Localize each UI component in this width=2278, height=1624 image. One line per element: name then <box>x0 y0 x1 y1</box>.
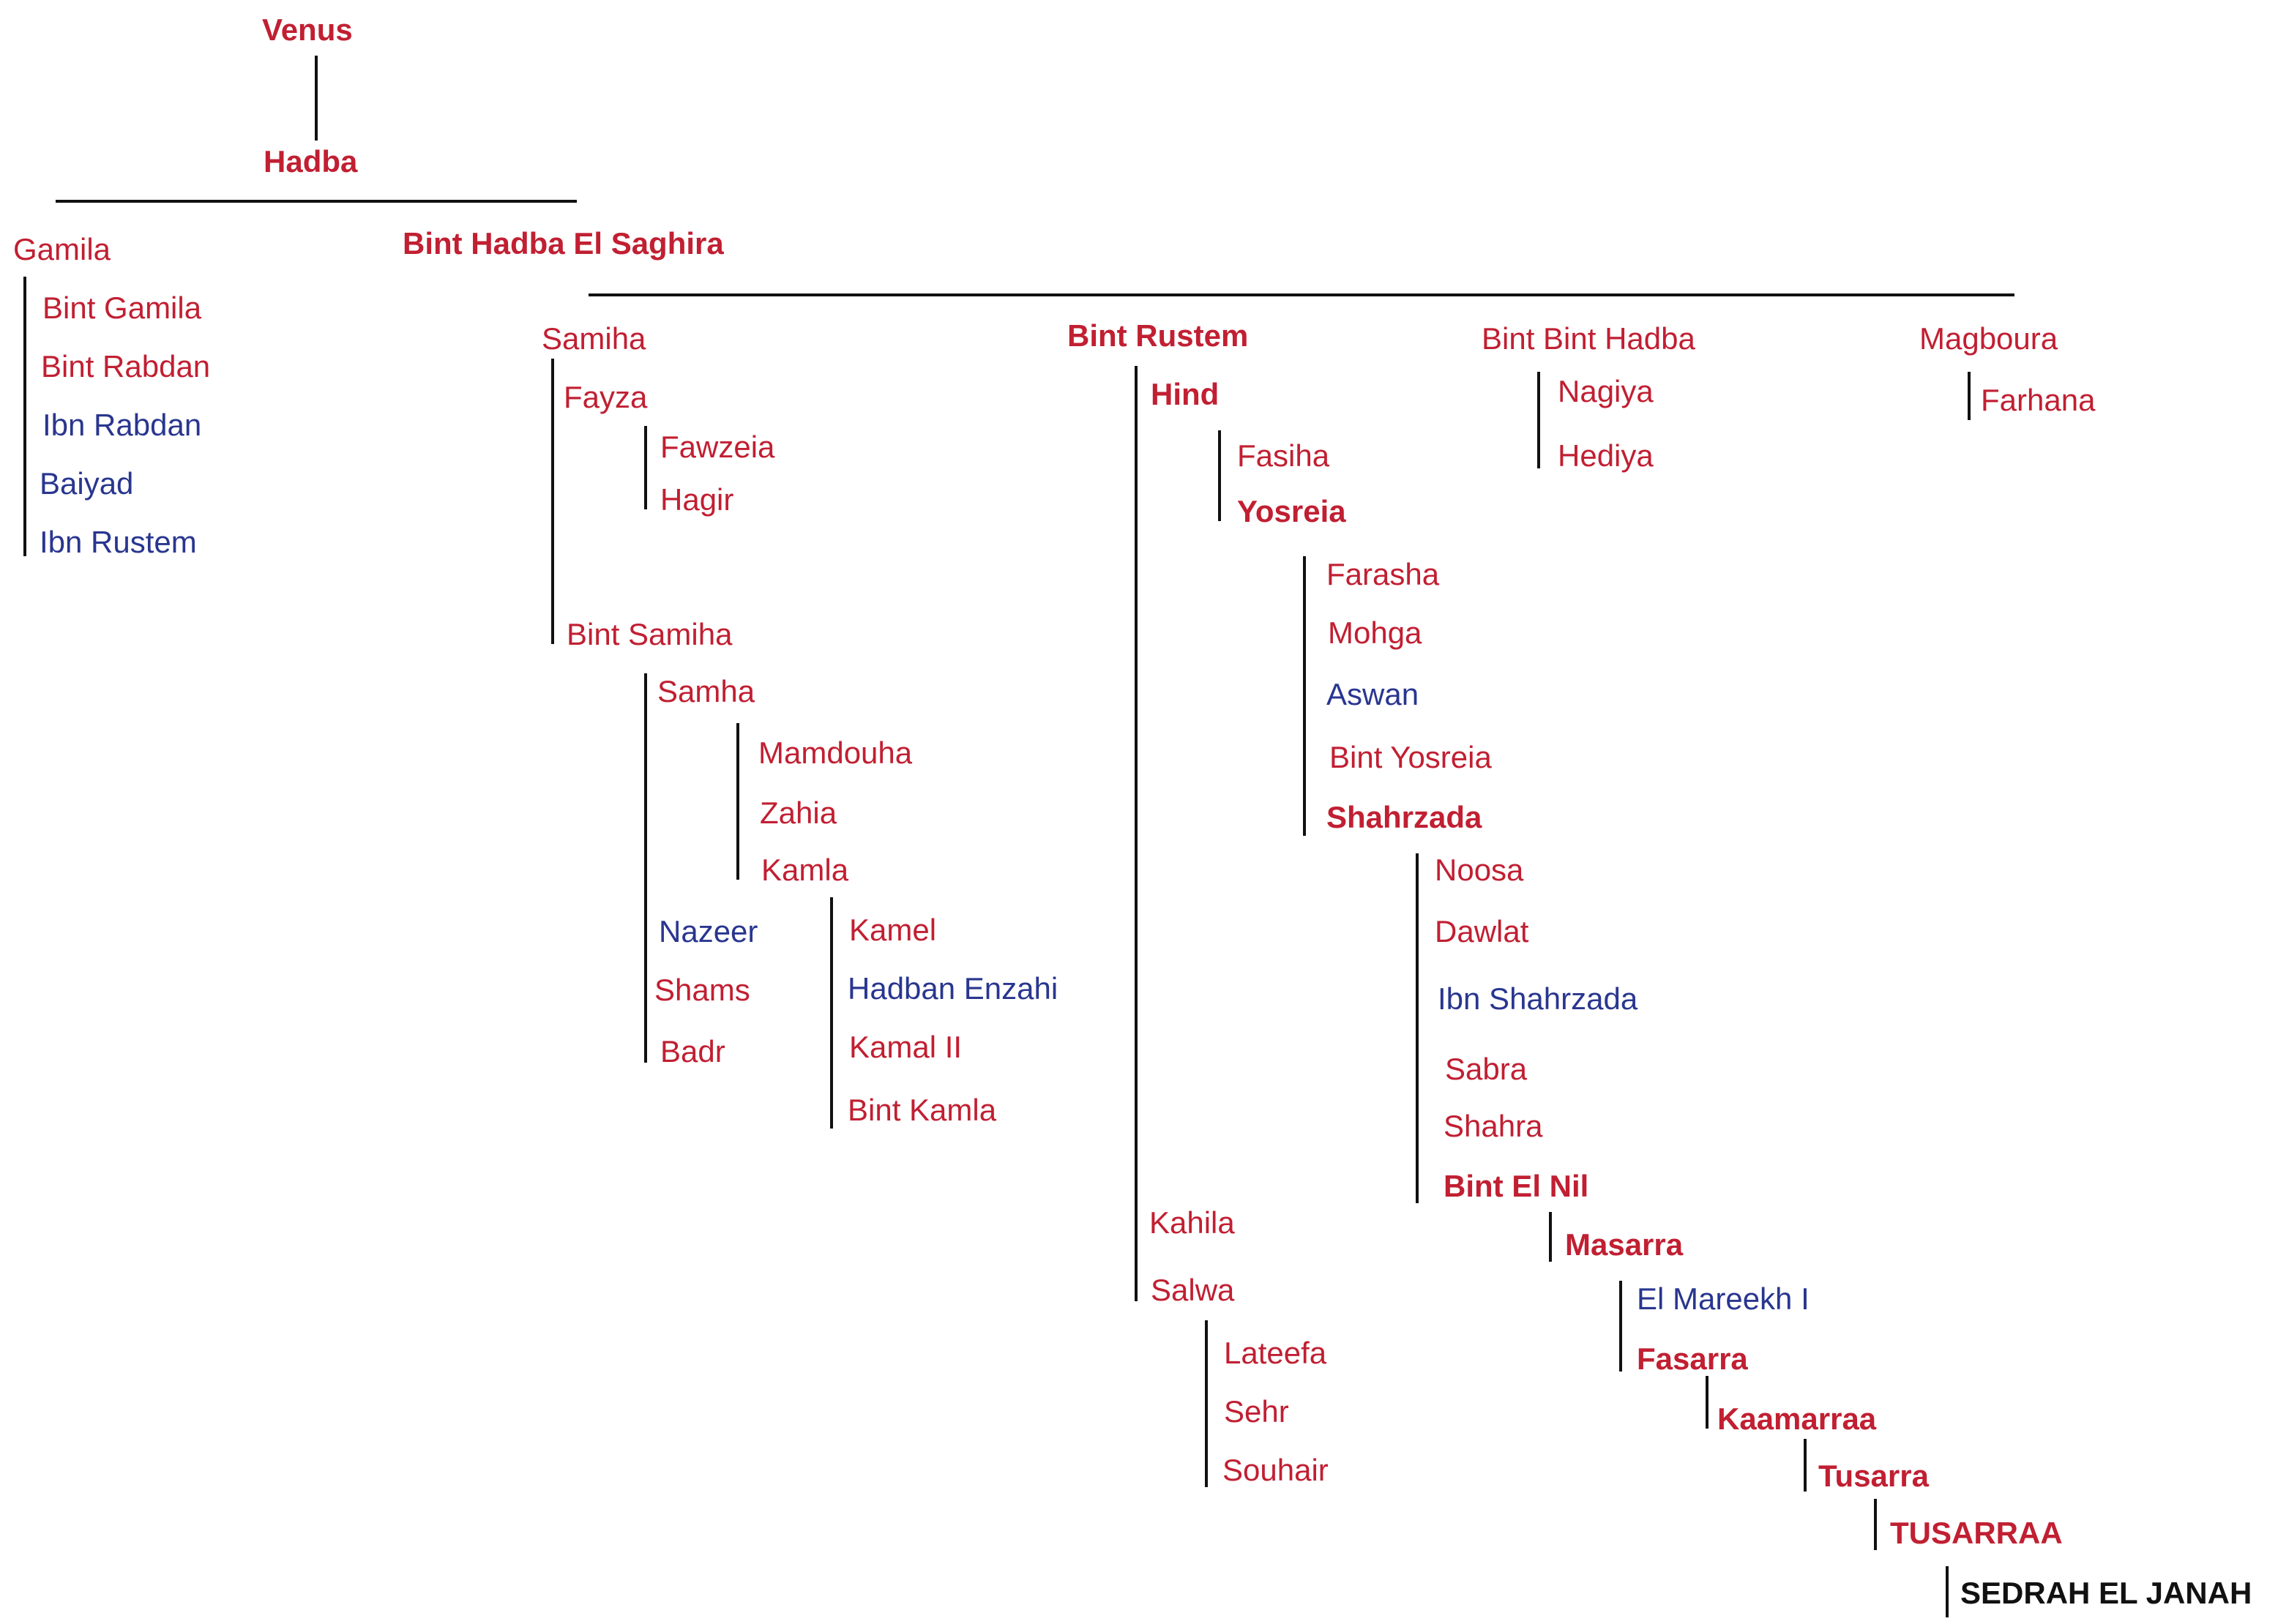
horse-magboura: Magboura <box>1919 321 2058 356</box>
horse-kahila: Kahila <box>1149 1205 1235 1240</box>
horse-yosreia: Yosreia <box>1237 494 1346 528</box>
line-bint-samiha-children <box>644 673 647 1063</box>
horse-venus: Venus <box>262 12 353 47</box>
horse-zahia: Zahia <box>760 796 837 830</box>
horse-kamal-ii: Kamal II <box>849 1030 963 1064</box>
line-tusarra-children <box>1874 1499 1877 1550</box>
horse-ibn-rabdan: Ibn Rabdan <box>42 408 202 442</box>
horse-noosa: Noosa <box>1435 853 1524 887</box>
line-hadba-children <box>56 200 577 203</box>
horse-souhair: Souhair <box>1222 1453 1329 1487</box>
line-shahrzada-children <box>1416 853 1419 1203</box>
horse-bint-kamla: Bint Kamla <box>848 1093 997 1127</box>
horse-farhana: Farhana <box>1981 383 2096 417</box>
line-gamila-children <box>23 277 26 556</box>
horse-bint-bint-hadba: Bint Bint Hadba <box>1482 321 1695 356</box>
line-venus-hadba <box>315 56 318 141</box>
horse-hediya: Hediya <box>1558 438 1654 473</box>
horse-bint-samiha: Bint Samiha <box>567 617 733 651</box>
line-magboura-children <box>1968 372 1971 420</box>
horse-salwa: Salwa <box>1151 1273 1235 1307</box>
line-bint-el-nil-children <box>1549 1212 1552 1262</box>
horse-tusarra: Tusarra <box>1818 1459 1929 1493</box>
horse-bint-yosreia: Bint Yosreia <box>1329 740 1492 774</box>
horse-bint-hadba-el-saghira: Bint Hadba El Saghira <box>403 226 724 261</box>
horse-bint-el-nil: Bint El Nil <box>1444 1169 1589 1203</box>
horse-shahrzada: Shahrzada <box>1326 800 1482 834</box>
line-salwa-children <box>1205 1320 1208 1487</box>
horse-shahra: Shahra <box>1444 1109 1543 1143</box>
horse-ibn-rustem: Ibn Rustem <box>40 525 197 559</box>
line-hind-children <box>1218 430 1221 521</box>
horse-el-mareekh-i: El Mareekh I <box>1637 1281 1810 1316</box>
line-samiha-children <box>551 359 554 644</box>
horse-kamla: Kamla <box>761 853 849 887</box>
horse-masarra: Masarra <box>1565 1227 1684 1262</box>
line-fayza-children <box>644 426 647 509</box>
horse-kaamarraa: Kaamarraa <box>1717 1402 1877 1436</box>
horse-bint-gamila: Bint Gamila <box>42 291 202 325</box>
line-fasarra-children <box>1706 1376 1708 1429</box>
horse-mohga: Mohga <box>1328 615 1422 650</box>
line-bint-rustem-children <box>1135 366 1138 1301</box>
horse-sabra: Sabra <box>1445 1052 1528 1086</box>
horse-badr: Badr <box>660 1034 725 1069</box>
horse-samha: Samha <box>657 674 755 708</box>
line-saghira-children <box>589 293 2014 296</box>
horse-mamdouha: Mamdouha <box>758 736 913 770</box>
line-kaamarraa-children <box>1804 1439 1807 1492</box>
line-masarra-children <box>1619 1281 1622 1372</box>
horse-lateefa: Lateefa <box>1224 1336 1327 1370</box>
line-yosreia-children <box>1303 556 1306 836</box>
horse-kamel: Kamel <box>849 913 937 947</box>
horse-nazeer: Nazeer <box>659 914 758 948</box>
horse-hagir: Hagir <box>660 482 734 517</box>
horse-nagiya: Nagiya <box>1558 374 1654 408</box>
horse-fasarra: Fasarra <box>1637 1342 1748 1376</box>
line-kamla-children <box>830 897 833 1129</box>
horse-baiyad: Baiyad <box>40 466 134 501</box>
horse-ibn-shahrzada: Ibn Shahrzada <box>1438 981 1638 1016</box>
horse-bint-rustem: Bint Rustem <box>1067 318 1249 353</box>
horse-hadban-enzahi: Hadban Enzahi <box>848 971 1058 1006</box>
horse-bint-rabdan: Bint Rabdan <box>41 349 211 383</box>
horse-gamila: Gamila <box>13 232 111 266</box>
horse-fawzeia: Fawzeia <box>660 430 775 464</box>
horse-sedrah-el-janah: SEDRAH EL JANAH <box>1960 1576 2252 1610</box>
horse-shams: Shams <box>654 973 750 1007</box>
horse-hadba: Hadba <box>264 144 358 179</box>
line-samha-children <box>736 723 739 880</box>
line-bint-bint-hadba-children <box>1537 372 1540 468</box>
horse-farasha: Farasha <box>1326 557 1440 591</box>
horse-dawlat: Dawlat <box>1435 914 1529 948</box>
horse-fasiha: Fasiha <box>1237 438 1330 473</box>
horse-hind: Hind <box>1151 377 1220 411</box>
horse-samiha: Samiha <box>542 321 646 356</box>
horse-tusarraa: TUSARRAA <box>1890 1516 2063 1550</box>
horse-aswan: Aswan <box>1326 677 1419 711</box>
line-tusarraa-children <box>1946 1566 1949 1617</box>
horse-fayza: Fayza <box>564 380 648 414</box>
horse-sehr: Sehr <box>1224 1394 1289 1429</box>
